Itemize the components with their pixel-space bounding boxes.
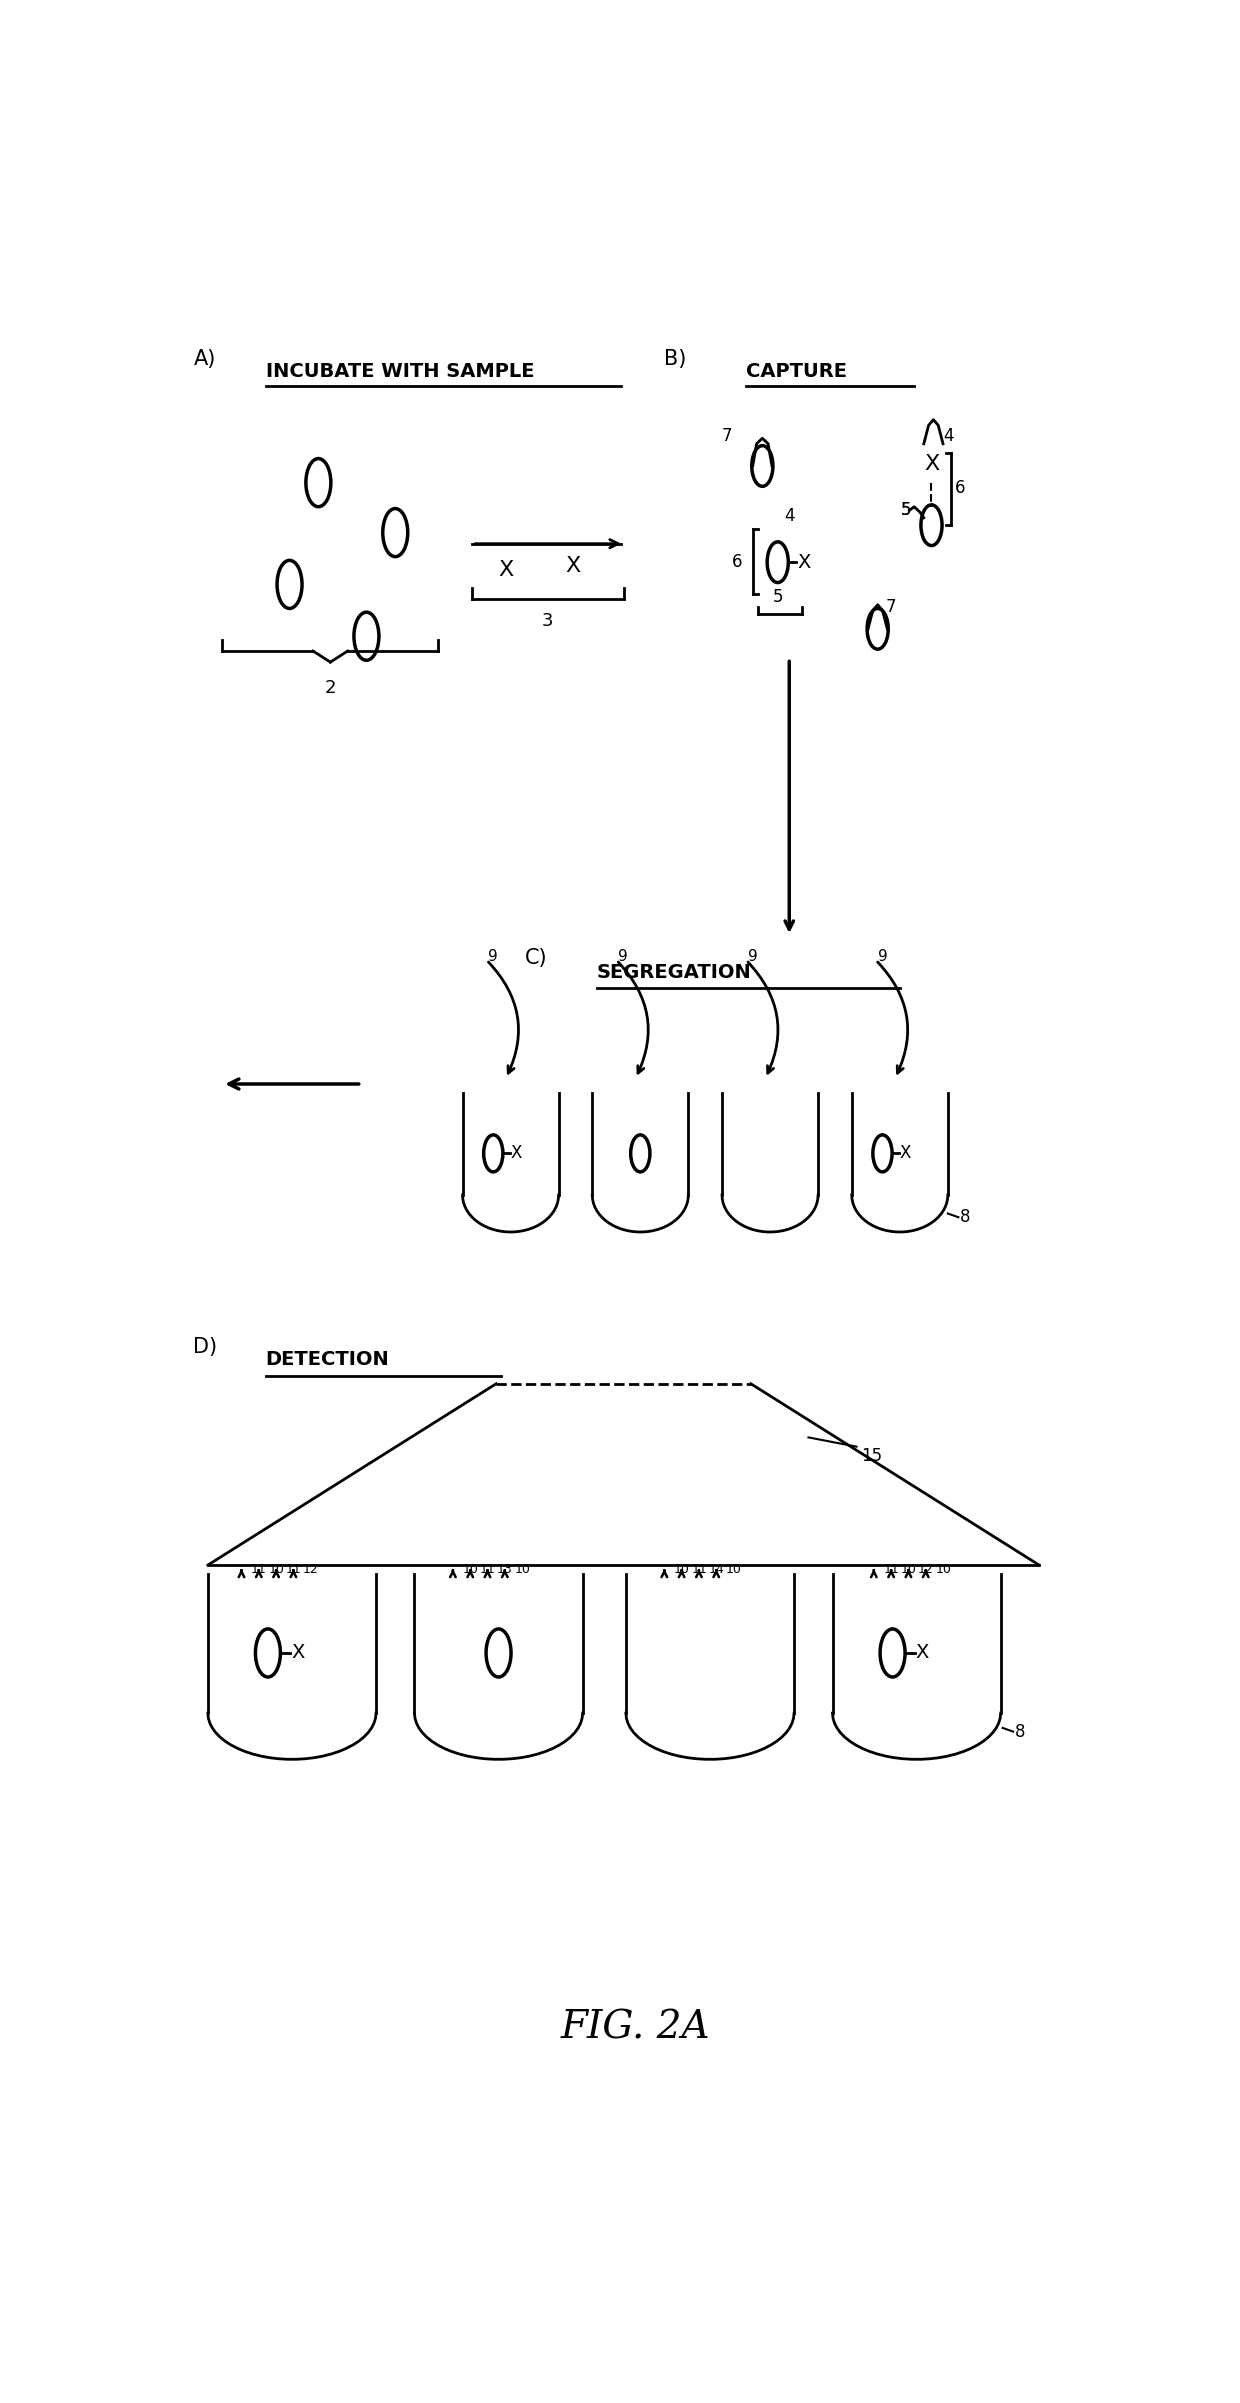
Text: 11: 11 xyxy=(250,1564,267,1576)
Text: FIG. 2A: FIG. 2A xyxy=(560,2009,711,2045)
Text: 10: 10 xyxy=(268,1564,284,1576)
Text: 11: 11 xyxy=(691,1564,707,1576)
Text: 11: 11 xyxy=(883,1564,899,1576)
Text: X: X xyxy=(797,553,810,572)
Text: X: X xyxy=(924,454,939,473)
Text: 11: 11 xyxy=(285,1564,301,1576)
Text: 8: 8 xyxy=(1016,1723,1025,1740)
Text: D): D) xyxy=(193,1336,217,1358)
Text: 4: 4 xyxy=(785,507,795,524)
Text: 2: 2 xyxy=(325,680,336,697)
Text: 7: 7 xyxy=(722,428,733,445)
Text: 11: 11 xyxy=(480,1564,496,1576)
Text: CAPTURE: CAPTURE xyxy=(746,363,847,382)
Text: X: X xyxy=(511,1144,522,1163)
Text: A): A) xyxy=(193,348,216,368)
Text: 12: 12 xyxy=(303,1564,319,1576)
Text: 9: 9 xyxy=(878,949,888,964)
Text: 15: 15 xyxy=(862,1447,883,1466)
Text: 10: 10 xyxy=(675,1564,689,1576)
Text: 12: 12 xyxy=(918,1564,934,1576)
Text: 4: 4 xyxy=(942,428,954,445)
Text: X: X xyxy=(291,1644,304,1663)
Text: 3: 3 xyxy=(542,613,553,630)
Text: 6: 6 xyxy=(955,478,965,497)
Text: 6: 6 xyxy=(732,553,742,572)
Text: 5: 5 xyxy=(900,502,911,519)
Text: 14: 14 xyxy=(708,1564,724,1576)
Text: 10: 10 xyxy=(900,1564,916,1576)
Text: 10: 10 xyxy=(725,1564,742,1576)
Text: 5: 5 xyxy=(773,589,784,606)
Text: 8: 8 xyxy=(960,1209,971,1226)
Text: 9: 9 xyxy=(619,949,627,964)
Text: SEGREGATION: SEGREGATION xyxy=(596,964,751,983)
Text: 10: 10 xyxy=(515,1564,531,1576)
Text: X: X xyxy=(565,555,580,577)
Text: 7: 7 xyxy=(885,598,895,615)
Text: 10: 10 xyxy=(935,1564,951,1576)
Text: 13: 13 xyxy=(497,1564,513,1576)
Text: X: X xyxy=(915,1644,929,1663)
Text: 10: 10 xyxy=(463,1564,479,1576)
Text: 9: 9 xyxy=(489,949,498,964)
Text: 9: 9 xyxy=(748,949,758,964)
Text: C): C) xyxy=(525,949,548,968)
Text: B): B) xyxy=(665,348,687,368)
Text: X: X xyxy=(900,1144,911,1163)
Text: 5: 5 xyxy=(900,502,911,519)
Text: DETECTION: DETECTION xyxy=(265,1350,389,1370)
Text: INCUBATE WITH SAMPLE: INCUBATE WITH SAMPLE xyxy=(265,363,534,382)
Text: X: X xyxy=(498,560,513,579)
